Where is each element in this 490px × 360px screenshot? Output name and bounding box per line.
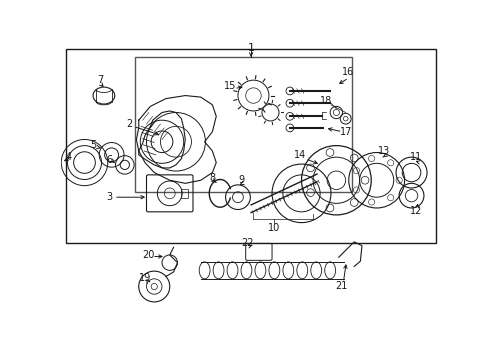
Text: 12: 12 xyxy=(410,206,422,216)
Text: 11: 11 xyxy=(410,152,422,162)
Text: 4: 4 xyxy=(66,152,72,162)
Text: 1: 1 xyxy=(247,43,255,53)
Text: 5: 5 xyxy=(91,140,97,150)
Text: 15: 15 xyxy=(224,81,236,91)
Text: 9: 9 xyxy=(238,175,244,185)
Text: 3: 3 xyxy=(106,192,112,202)
Text: 13: 13 xyxy=(377,146,390,156)
Text: 6: 6 xyxy=(106,155,112,165)
Text: 2: 2 xyxy=(126,119,133,129)
Text: 21: 21 xyxy=(336,281,348,291)
Text: 20: 20 xyxy=(142,250,154,260)
Text: 16: 16 xyxy=(342,67,354,77)
Text: 14: 14 xyxy=(294,150,306,160)
Bar xyxy=(135,57,352,192)
Text: 17: 17 xyxy=(340,127,353,137)
Text: 10: 10 xyxy=(268,223,280,233)
Text: 18: 18 xyxy=(320,96,332,106)
Bar xyxy=(66,49,437,243)
Text: 22: 22 xyxy=(241,238,253,248)
Text: 7: 7 xyxy=(97,75,103,85)
Text: 19: 19 xyxy=(139,273,151,283)
Bar xyxy=(181,189,188,198)
Text: 8: 8 xyxy=(209,173,216,183)
